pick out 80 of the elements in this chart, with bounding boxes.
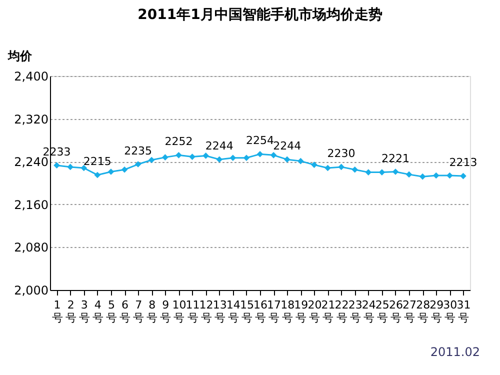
data-label: 2230	[327, 146, 356, 160]
point	[460, 172, 466, 180]
point	[148, 156, 155, 164]
point	[176, 152, 182, 158]
point	[432, 172, 440, 179]
x-tick-label: 13号	[212, 298, 227, 324]
x-tick-label: 1号	[52, 298, 63, 324]
x-tick-label: 20号	[308, 298, 322, 324]
text: 2011.02	[430, 345, 480, 359]
data-label: 2235	[124, 144, 152, 158]
data-label: 2215	[83, 154, 112, 168]
point	[54, 162, 60, 169]
point	[338, 164, 344, 170]
point	[230, 154, 236, 162]
point	[243, 154, 250, 162]
x-tick-label: 11号	[186, 298, 200, 324]
x-tick-label: 6号	[120, 298, 131, 324]
x-tick-label: 29号	[430, 298, 444, 324]
x-tick-label: 25号	[375, 298, 390, 324]
data-label: 2213	[449, 156, 478, 170]
x-tick-label: 19号	[294, 298, 308, 324]
x-tick-label: 8号	[146, 298, 158, 324]
point	[352, 166, 358, 173]
point	[67, 164, 74, 170]
x-tick-label: 5号	[106, 298, 117, 324]
point	[311, 162, 318, 168]
x-tick-label: 16号	[254, 298, 268, 324]
point	[324, 164, 331, 172]
point	[378, 169, 386, 176]
x-tick-label: 30号	[443, 298, 458, 324]
x-tick-label: 9号	[160, 298, 172, 324]
data-label: 2221	[381, 152, 410, 165]
point	[202, 152, 209, 159]
point	[365, 169, 372, 176]
x-tick-label: 12号	[199, 298, 214, 324]
y-tick-label: 2,400	[14, 70, 48, 84]
data-label: 2252	[164, 135, 193, 148]
point	[446, 172, 453, 179]
point	[392, 168, 399, 175]
point	[108, 168, 114, 175]
point	[162, 154, 168, 160]
point	[94, 172, 101, 178]
x-tick-label: 4号	[92, 298, 104, 324]
x-tick-label: 17号	[267, 298, 282, 324]
x-tick-label: 7号	[133, 298, 144, 324]
x-tick-label: 24号	[362, 298, 376, 324]
x-tick-label: 23号	[348, 298, 362, 324]
x-tick-label: 21号	[321, 298, 336, 324]
point	[284, 156, 290, 163]
x-tick-label: 15号	[240, 298, 254, 324]
point	[216, 156, 223, 163]
point	[419, 173, 426, 180]
x-tick-label: 31号	[456, 298, 471, 324]
chart-title: 2011年1月中国智能手机市场均价走势	[138, 6, 382, 23]
y-tick-label: 2,320	[14, 112, 48, 126]
point	[256, 150, 264, 158]
point	[134, 161, 142, 168]
point	[80, 164, 88, 172]
y-tick-label: 2,000	[14, 284, 48, 298]
point	[297, 158, 304, 164]
x-tick-label: 18号	[280, 298, 295, 324]
data-label: 2254	[246, 134, 274, 148]
y-tick-label: 2,080	[14, 240, 48, 255]
y-tick-label: 2,240	[14, 155, 48, 170]
data-label: 2244	[205, 139, 234, 152]
x-tick-label: 28号	[416, 298, 430, 324]
x-tick-label: 22号	[334, 298, 349, 324]
point	[189, 154, 196, 160]
y-tick-label: 2,160	[14, 198, 48, 212]
x-tick-label: 2号	[65, 298, 76, 324]
x-tick-label: 14号	[226, 298, 240, 324]
x-tick-label: 27号	[402, 298, 417, 324]
x-tick-label: 3号	[78, 298, 90, 324]
data-label: 2244	[273, 139, 302, 152]
x-tick-label: 26号	[388, 298, 403, 324]
point	[270, 152, 277, 158]
y-axis-title: 均价	[7, 49, 33, 63]
x-tick-label: 10号	[172, 298, 186, 324]
point	[406, 171, 412, 178]
point	[121, 166, 128, 173]
